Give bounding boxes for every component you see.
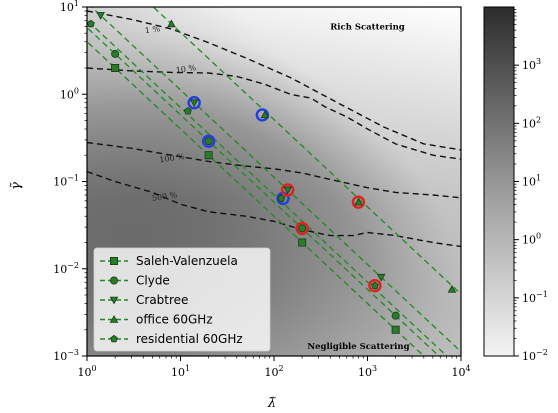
fit-line	[87, 26, 440, 356]
data-point	[298, 224, 307, 233]
legend-label: Saleh-Valenzuela	[136, 254, 238, 268]
ring-blue	[201, 134, 216, 148]
contour-label: 500 %	[151, 190, 178, 203]
x-tick-label: 101	[171, 364, 190, 379]
y-tick-label: 10−3	[53, 348, 79, 363]
region-labels: Rich Scattering Negligible Scattering	[307, 23, 409, 352]
data-point	[204, 151, 213, 160]
data-point	[447, 284, 457, 293]
x-tick-label: 103	[358, 364, 377, 379]
series-markers	[87, 12, 457, 334]
colorbar-tick-label: 10−2	[522, 348, 548, 363]
fit-line	[87, 19, 448, 356]
legend-box	[93, 247, 271, 352]
plot-area: 1 % 10 % 100 % 500 % Rich Scattering Negligi…	[87, 7, 461, 356]
data-point	[204, 137, 213, 146]
contour-label: 10 %	[175, 63, 197, 75]
colorbar-tick-label: 100	[522, 232, 541, 247]
colorbar-tick-label: 10−1	[522, 290, 548, 305]
ring-blue	[187, 96, 201, 110]
y-tick-label: 10−1	[53, 174, 79, 189]
legend-label: office 60GHz	[136, 313, 213, 327]
ring-red	[295, 221, 309, 236]
contour-lines: 1 % 10 % 100 % 500 %	[87, 10, 461, 248]
data-point	[391, 325, 400, 334]
legend-label: residential 60GHz	[136, 332, 243, 346]
data-point	[96, 12, 105, 20]
x-axis-label: λ̃	[267, 396, 276, 411]
contour-line	[87, 141, 461, 199]
data-point	[87, 19, 95, 28]
data-point	[189, 99, 199, 108]
contour-label: 1 %	[144, 24, 161, 35]
data-point	[376, 273, 386, 282]
legend-marker	[110, 256, 119, 265]
legend-label: Clyde	[136, 274, 170, 288]
colorbar-tick-label: 103	[522, 57, 541, 72]
data-point	[371, 281, 379, 290]
highlight-rings	[187, 96, 382, 293]
data-point	[184, 107, 192, 115]
data-point	[298, 238, 307, 247]
fit-line	[87, 40, 425, 356]
ring-red	[368, 278, 382, 293]
x-axis: 100 101 102 103 104	[77, 356, 471, 379]
colorbar-tick-label: 101	[522, 174, 541, 189]
contour-line	[87, 170, 461, 248]
fit-line	[152, 7, 461, 296]
region-label: Rich Scattering	[330, 23, 405, 33]
ring-blue	[255, 108, 270, 122]
legend: Saleh-Valenzuela Clyde Crabtree office 60GH…	[93, 247, 271, 352]
data-point	[283, 186, 292, 195]
y-axis: 10−3 10−2 10−1 100 101	[53, 0, 87, 363]
data-point	[111, 49, 120, 58]
ring-red	[351, 195, 366, 209]
data-point	[277, 194, 286, 202]
ring-red	[280, 183, 295, 197]
data-point	[111, 63, 120, 72]
y-tick-label: 101	[60, 0, 79, 14]
colorbar-fill	[483, 6, 515, 357]
data-point	[391, 311, 400, 320]
x-tick-label: 100	[77, 364, 96, 379]
region-label: Negligible Scattering	[307, 342, 409, 352]
legend-label: Crabtree	[136, 293, 188, 307]
colorbar: 10−2 10−1 100 101 102 103	[483, 6, 548, 363]
legend-marker	[109, 296, 119, 305]
legend-marker	[110, 276, 119, 285]
fit-lines	[87, 7, 461, 356]
data-point	[167, 19, 176, 28]
y-tick-label: 10−2	[53, 261, 79, 276]
legend-marker	[109, 315, 119, 323]
x-tick-label: 102	[264, 364, 283, 379]
y-axis-label: γ̃	[9, 182, 24, 190]
y-tick-label: 100	[60, 86, 79, 101]
colorbar-tick-label: 102	[522, 115, 541, 130]
data-point	[260, 110, 270, 119]
contour-label: 100 %	[159, 152, 186, 165]
x-tick-label: 104	[451, 364, 470, 379]
contour-line	[87, 67, 461, 160]
data-point	[354, 197, 363, 206]
legend-marker	[110, 334, 118, 343]
contour-line	[87, 10, 461, 151]
fit-line	[90, 7, 461, 353]
